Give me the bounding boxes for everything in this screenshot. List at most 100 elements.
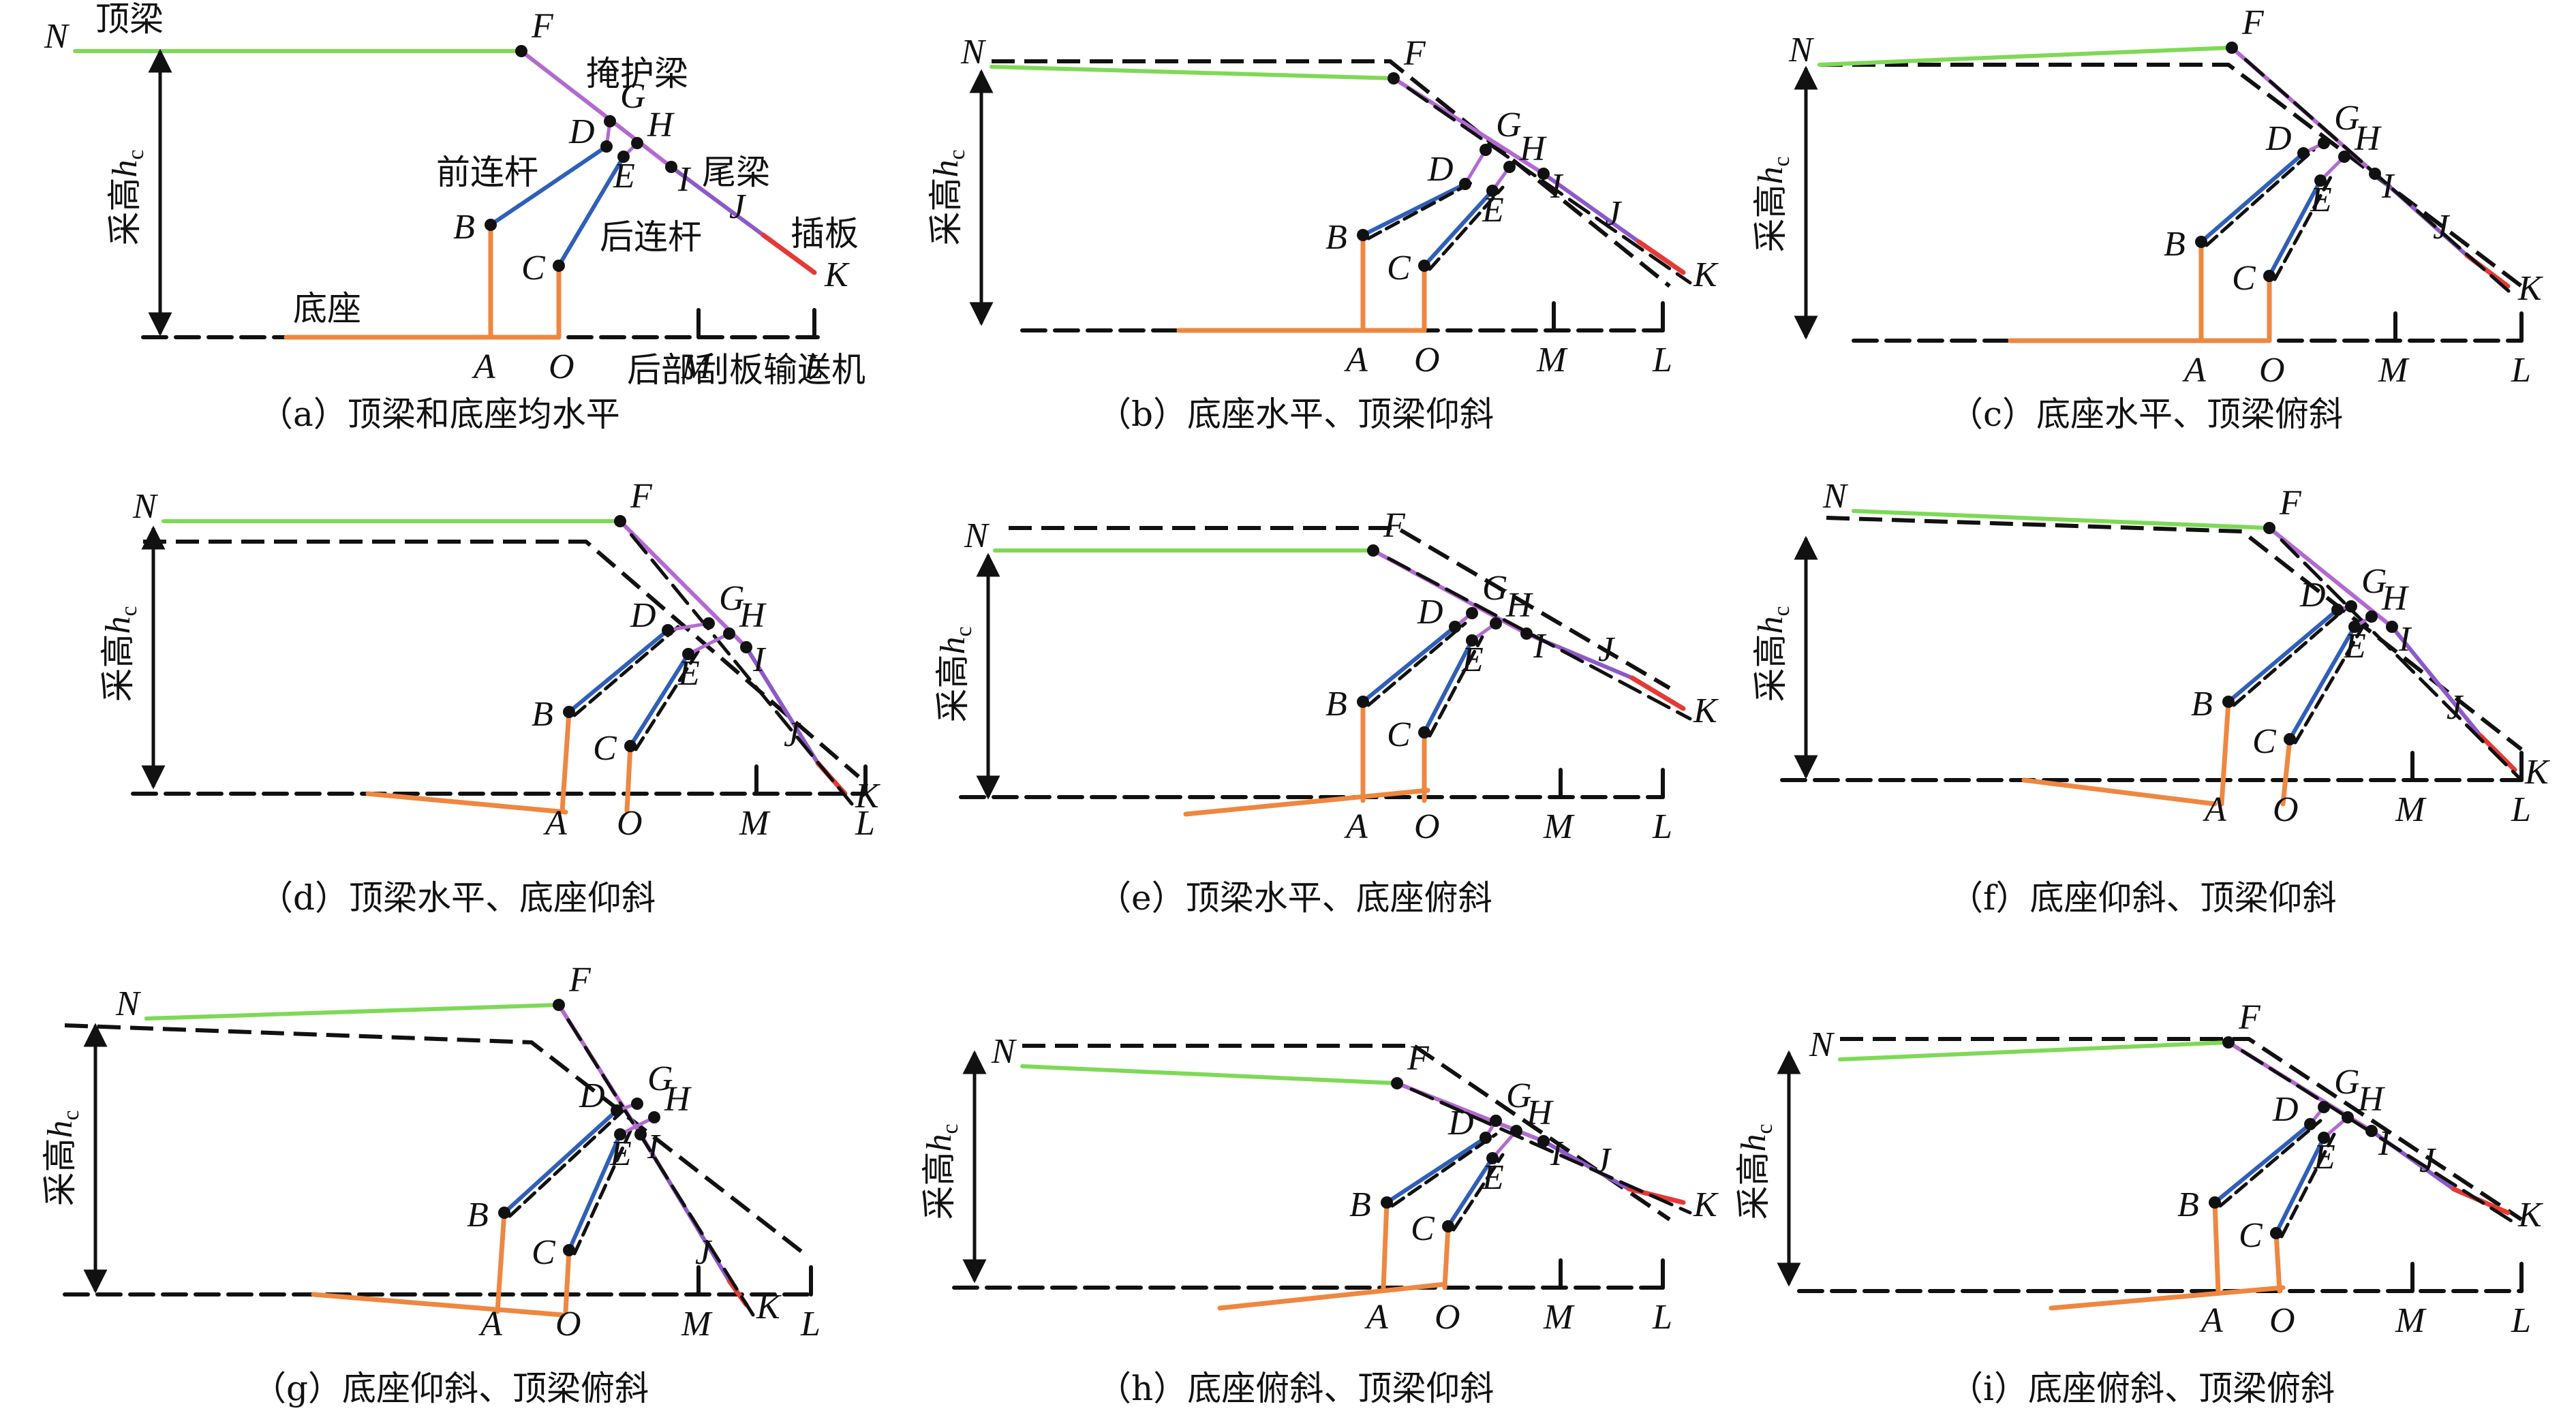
joint-d (662, 624, 674, 636)
point-label-l: L (1652, 341, 1672, 379)
flipper-plate (1636, 239, 1686, 275)
height-label-cn: 采高 (40, 1138, 80, 1207)
point-label-b: B (467, 1196, 489, 1235)
joint-h (723, 627, 735, 640)
annotation-flipper: 插板 (791, 214, 859, 253)
height-label-sub: c (123, 149, 149, 159)
height-label: 采高hc (40, 1110, 84, 1206)
flipper-plate (761, 232, 817, 275)
point-label-g: G (2334, 1063, 2360, 1102)
rear-link (1422, 638, 1474, 734)
height-label-cn: 采高 (98, 634, 138, 702)
point-label-e: E (1482, 191, 1504, 230)
point-label-n: N (44, 17, 70, 56)
joint-b (563, 706, 575, 718)
reference-shield-dashed (2241, 1049, 2517, 1225)
point-label-a: A (1344, 807, 1368, 846)
roof-beam (1852, 509, 2271, 530)
joint-g (703, 617, 715, 630)
point-label-e: E (1461, 640, 1484, 679)
point-label-h: H (647, 106, 675, 144)
point-label-a: A (2203, 790, 2226, 829)
shield-beam (618, 519, 748, 649)
roof-beam (144, 1003, 561, 1021)
point-label-f: F (2241, 3, 2265, 42)
point-label-e: E (2310, 181, 2332, 219)
front-link (1361, 625, 1457, 704)
front-link (567, 628, 670, 714)
front-link-dashed (1390, 1132, 1498, 1208)
joint-e (1486, 185, 1499, 197)
annotation-base: 底座 (293, 289, 361, 328)
point-label-j: J (1605, 194, 1623, 233)
tail-beam (1542, 172, 1641, 244)
point-label-o: O (1414, 807, 1440, 846)
point-label-d: D (1417, 593, 1443, 632)
front-leg (559, 709, 572, 813)
point-label-d: D (2265, 119, 2292, 158)
point-label-o: O (2259, 351, 2285, 390)
point-label-o: O (555, 1305, 581, 1344)
joint-i (2369, 168, 2381, 180)
point-label-h: H (1526, 1093, 1554, 1132)
point-label-k: K (1693, 692, 1719, 730)
point-label-m: M (1543, 1298, 1575, 1337)
point-label-f: F (1403, 34, 1426, 73)
point-label-n: N (960, 33, 987, 72)
height-label-var: h (1751, 617, 1790, 634)
height-label-sub: c (1752, 1123, 1777, 1134)
annotation-roof: 顶梁 (95, 0, 164, 39)
height-label-cn: 采高 (1751, 185, 1790, 253)
joint-e (682, 648, 694, 660)
joint-f (2222, 1036, 2235, 1049)
joint-e (2348, 621, 2361, 633)
rear-link (2288, 625, 2357, 741)
rear-link (557, 155, 626, 268)
point-label-m: M (2395, 1301, 2427, 1340)
front-link-dashed (572, 625, 680, 717)
point-label-d: D (1447, 1104, 1474, 1143)
point-label-g: G (647, 1059, 673, 1098)
point-label-e: E (1482, 1158, 1504, 1197)
point-label-b: B (2164, 225, 2186, 264)
point-label-b: B (2177, 1185, 2199, 1224)
front-link-dashed (2218, 1119, 2322, 1208)
point-label-a: A (543, 804, 567, 843)
point-label-j: J (2419, 1141, 2437, 1180)
rear-link (2267, 178, 2322, 278)
point-label-f: F (1407, 1039, 1430, 1078)
front-link (2213, 1122, 2312, 1205)
joint-h (1503, 161, 1516, 173)
tail-beam (1542, 1139, 1631, 1191)
height-label: 采高hc (1751, 156, 1794, 252)
joint-i (740, 641, 752, 653)
joint-c (1418, 726, 1430, 739)
front-link-dashed (1366, 178, 1477, 240)
height-label: 采高hc (926, 149, 970, 245)
point-label-b: B (1349, 1185, 1371, 1224)
point-label-d: D (2299, 576, 2326, 615)
height-label-sub: c (59, 1110, 84, 1120)
rear-link (1446, 1156, 1494, 1228)
joint-c (563, 1244, 575, 1256)
point-label-n: N (1822, 477, 1849, 516)
point-label-n: N (1788, 31, 1815, 69)
joint-b (1357, 229, 1369, 241)
panel-f: 采高hc N F GHI DE BC J K A O M L （f）底座仰斜、顶梁仰斜 (1751, 477, 2550, 918)
link-e-h (686, 632, 731, 656)
front-leg (1381, 1200, 1390, 1290)
joint-g (2318, 137, 2330, 149)
roof-beam (1818, 46, 2234, 67)
front-leg (2219, 699, 2231, 807)
base-segment-tilted (311, 1292, 565, 1318)
point-label-i: I (2378, 1124, 2392, 1163)
point-label-l: L (2511, 351, 2531, 390)
caption-b: （b）底座水平、顶梁仰斜 (1097, 394, 1494, 434)
height-label-var: h (1734, 1134, 1773, 1152)
point-label-m: M (739, 804, 771, 843)
joint-h (2365, 610, 2378, 623)
point-label-l: L (1652, 1298, 1672, 1337)
point-label-i: I (1550, 167, 1564, 206)
height-label-var: h (927, 160, 966, 178)
joint-b (1381, 1196, 1393, 1209)
